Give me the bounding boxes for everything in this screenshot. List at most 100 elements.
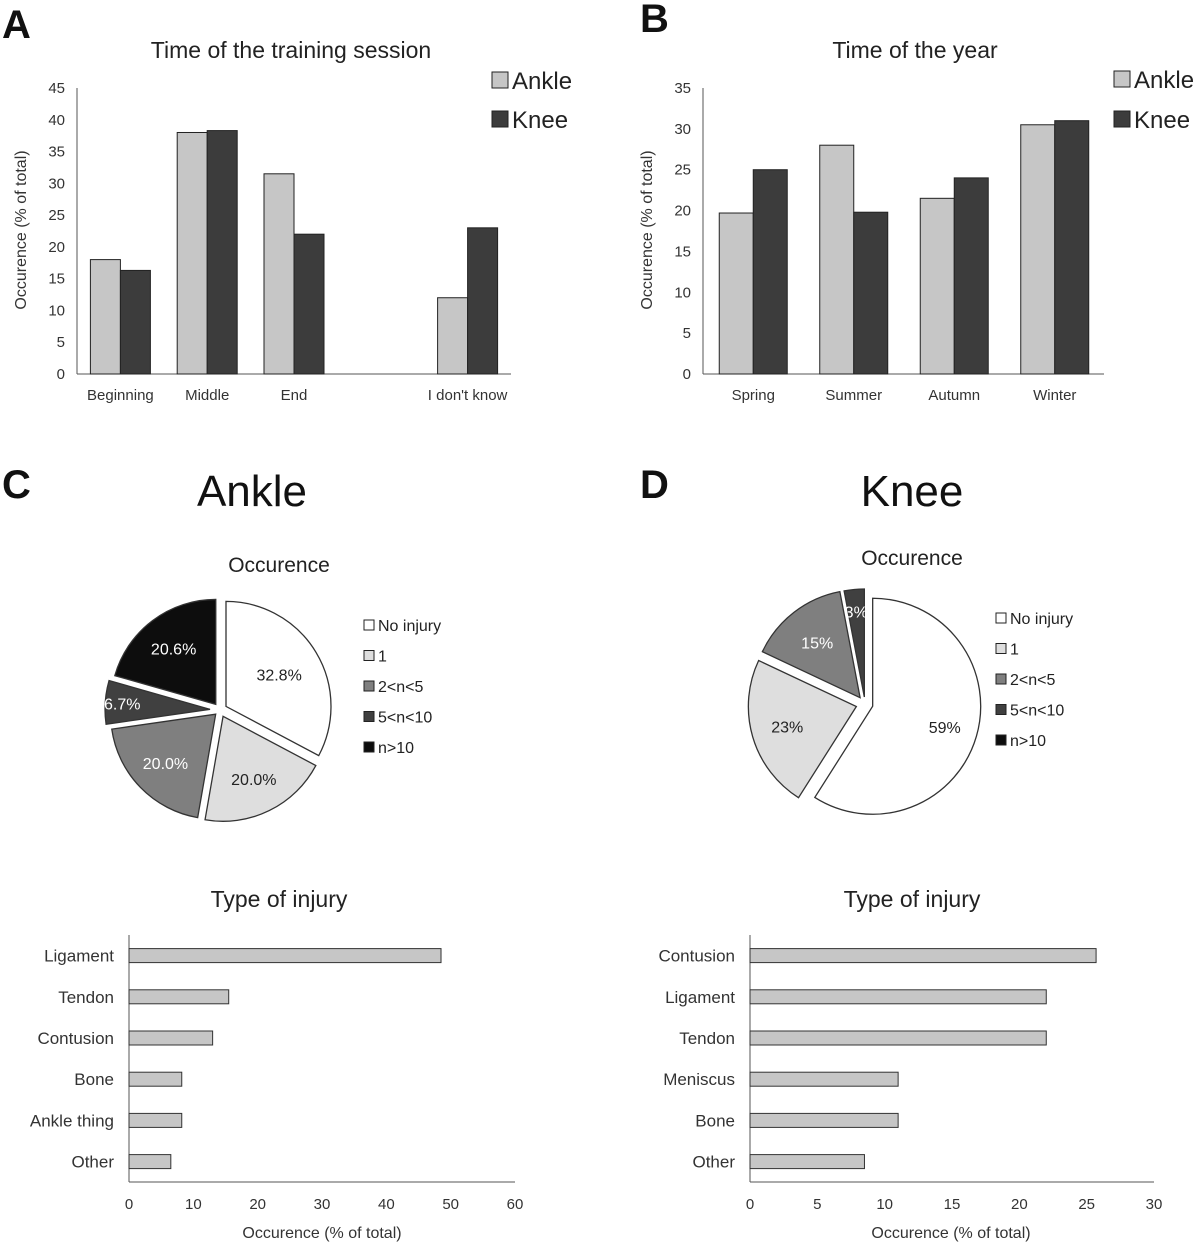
category-label-bone: Bone xyxy=(695,1111,735,1130)
legend-label-5-n-10: 5<n<10 xyxy=(1010,703,1064,720)
bar-ankle-middle xyxy=(176,131,208,375)
legend-swatch-2-n-5 xyxy=(363,680,375,692)
y-tick-label: 5 xyxy=(57,334,65,351)
pie-slice-1 xyxy=(747,659,858,799)
type-c-xlabel: Occurence (% of total) xyxy=(242,1225,401,1242)
bar-knee-spring xyxy=(752,169,788,375)
y-tick-label: 35 xyxy=(48,144,65,161)
pie-value-label: 59% xyxy=(929,720,961,737)
legend-swatch-no-injury xyxy=(363,619,375,631)
pie-c-title: Occurence xyxy=(228,554,330,577)
chart-b-title: Time of the year xyxy=(832,37,998,63)
legend-label-2-n-5: 2<n<5 xyxy=(378,679,423,696)
bar-contusion xyxy=(128,1030,214,1046)
x-tick-label: 10 xyxy=(185,1196,202,1213)
pie-slice-n-10 xyxy=(114,598,217,706)
y-tick-label: 20 xyxy=(674,203,691,220)
bar-ankle-winter xyxy=(1020,124,1056,375)
bar-other xyxy=(749,1154,865,1170)
chart-time-of-year: Time of the year Occurence (% of total) … xyxy=(639,37,1194,404)
chart-b-legend: Ankle Knee xyxy=(1113,67,1194,134)
x-tick-label: 0 xyxy=(125,1196,133,1213)
legend-label-1: 1 xyxy=(378,649,387,666)
legend-swatch-n-10 xyxy=(363,741,375,753)
x-tick-label: 60 xyxy=(507,1196,524,1213)
x-tick-label: 30 xyxy=(1146,1196,1163,1213)
x-tick-label: 20 xyxy=(249,1196,266,1213)
legend-swatch-1 xyxy=(995,643,1007,654)
legend-swatch-1 xyxy=(363,650,375,661)
category-label-meniscus: Meniscus xyxy=(663,1070,735,1089)
ankle-group-title: Ankle xyxy=(197,467,307,516)
bar-knee-beginning xyxy=(119,269,151,375)
y-tick-label: 30 xyxy=(674,121,691,138)
chart-b-ylabel: Occurence (% of total) xyxy=(639,150,656,309)
bar-tendon xyxy=(128,989,230,1005)
pie-slice-1 xyxy=(204,715,317,822)
bar-ligament xyxy=(749,989,1047,1005)
bar-knee-middle xyxy=(206,130,238,375)
type-d-xlabel: Occurence (% of total) xyxy=(871,1225,1030,1242)
x-tick-label: 5 xyxy=(813,1196,821,1213)
legend-label-n-10: n>10 xyxy=(378,740,414,757)
x-tick-label: 15 xyxy=(944,1196,961,1213)
bar-ankle-thing xyxy=(128,1112,183,1128)
legend-ankle-label: Ankle xyxy=(512,68,572,95)
legend-knee-swatch xyxy=(491,110,509,128)
x-tick-label: 0 xyxy=(746,1196,754,1213)
chart-a-title: Time of the training session xyxy=(151,37,431,63)
pie-d-title: Occurence xyxy=(861,547,963,570)
panel-letter-a: A xyxy=(2,3,31,47)
category-label-other: Other xyxy=(71,1153,114,1172)
y-tick-label: 30 xyxy=(48,175,65,192)
knee-group-title: Knee xyxy=(861,467,964,516)
x-tick-label-end: End xyxy=(281,387,308,404)
pie-value-label: 32.8% xyxy=(256,667,301,684)
bar-ankle-autumn xyxy=(919,197,955,375)
legend-swatch-5-n-10 xyxy=(363,711,375,722)
legend-ankle-label: Ankle xyxy=(1134,67,1194,94)
x-tick-label: 30 xyxy=(314,1196,331,1213)
bar-ankle-i-don-t-know xyxy=(437,297,469,375)
category-label-contusion: Contusion xyxy=(658,947,735,966)
bar-ligament xyxy=(128,948,442,964)
y-tick-label: 5 xyxy=(683,325,691,342)
legend-label-5-n-10: 5<n<10 xyxy=(378,710,432,727)
chart-training-session: Time of the training session Occurence (… xyxy=(13,37,572,404)
pie-d-legend: No injury 1 2<n<5 5<n<10 n>10 xyxy=(995,611,1073,750)
legend-swatch-no-injury xyxy=(995,612,1007,624)
pie-slice-2-n-5 xyxy=(761,590,861,699)
legend-knee-swatch xyxy=(1113,110,1131,128)
y-tick-label: 15 xyxy=(48,271,65,288)
y-tick-label: 10 xyxy=(48,302,65,319)
chart-knee-injury-type: Type of injury Occurence (% of total) 0 5… xyxy=(658,886,1162,1242)
panel-letter-d: D xyxy=(640,463,669,507)
y-tick-label: 15 xyxy=(674,243,691,260)
category-label-contusion: Contusion xyxy=(37,1029,114,1048)
bar-knee-autumn xyxy=(953,177,989,375)
x-tick-label: 20 xyxy=(1011,1196,1028,1213)
legend-ankle-swatch xyxy=(1113,70,1131,88)
bar-knee-summer xyxy=(853,211,889,375)
x-tick-label: 50 xyxy=(442,1196,459,1213)
x-tick-label-autumn: Autumn xyxy=(928,387,980,404)
bar-bone xyxy=(749,1112,899,1128)
category-label-ligament: Ligament xyxy=(44,947,114,966)
legend-knee-label: Knee xyxy=(512,107,568,134)
y-tick-label: 25 xyxy=(48,207,65,224)
legend-swatch-n-10 xyxy=(995,734,1007,746)
legend-label-no-injury: No injury xyxy=(378,618,441,635)
pie-slice-5-n-10 xyxy=(843,588,865,698)
pie-ankle-occurence: Occurence 32.8% 20.0% 20.0% 6.7% 20.6% No in… xyxy=(104,554,441,822)
x-tick-label-summer: Summer xyxy=(825,387,882,404)
y-tick-label: 35 xyxy=(674,80,691,97)
category-label-ligament: Ligament xyxy=(665,988,735,1007)
category-label-tendon: Tendon xyxy=(58,988,114,1007)
bar-ankle-beginning xyxy=(89,259,121,375)
legend-label-1: 1 xyxy=(1010,642,1019,659)
panel-letter-b: B xyxy=(640,0,669,41)
category-label-bone: Bone xyxy=(74,1070,114,1089)
x-tick-label: 10 xyxy=(876,1196,893,1213)
panel-letter-c: C xyxy=(2,463,31,507)
